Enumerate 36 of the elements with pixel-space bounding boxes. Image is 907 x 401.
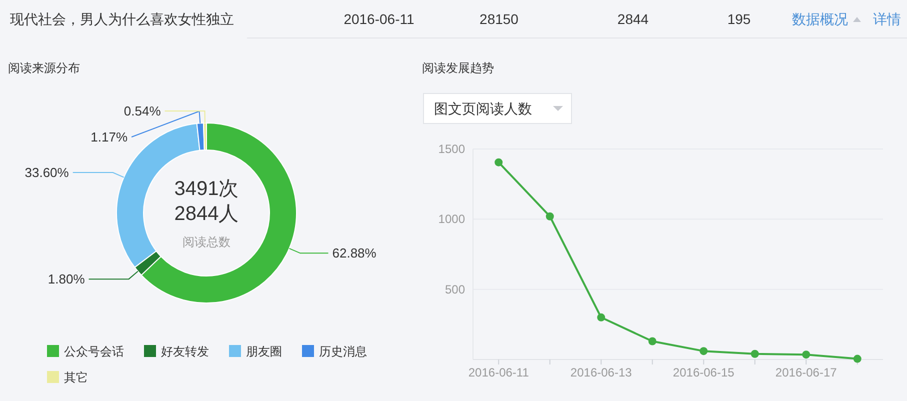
y-tick-label: 1000 (438, 212, 465, 226)
link: 数据概况 (792, 11, 848, 27)
legend-label: 历史消息 (319, 344, 367, 358)
legend-label: 好友转发 (161, 344, 209, 358)
y-tick-label: 500 (444, 282, 465, 296)
x-tick-label: 2016-06-13 (570, 366, 632, 380)
legend-item: 其它 (47, 370, 88, 384)
card-cell: 195 (727, 11, 751, 27)
dropdown: 图文页阅读人数 (423, 93, 572, 124)
x-tick-label: 2016-06-11 (468, 366, 529, 380)
center-text: 阅读总数 (182, 235, 230, 249)
x-tick-label: 2016-06-17 (775, 366, 837, 380)
chart-title: 阅读发展趋势 (422, 61, 494, 75)
link: 详情 (873, 11, 901, 27)
chart-title: 阅读来源分布 (8, 61, 80, 75)
legend-item: 公众号会话 (47, 344, 124, 358)
legend-label: 朋友圈 (246, 344, 282, 358)
card-title: 现代社会，男人为什么喜欢女性独立 (10, 11, 234, 27)
chart-subtitle: 图文页阅读人数 (434, 100, 532, 116)
legend-item: 好友转发 (144, 344, 209, 358)
data-label: 33.60% (24, 165, 69, 180)
x-tick-label: 2016-06-15 (672, 366, 734, 380)
card-cell: 2844 (617, 11, 649, 27)
card-cell: 28150 (480, 11, 518, 27)
legend-item: 朋友圈 (229, 344, 282, 358)
legend-label: 公众号会话 (64, 344, 124, 358)
data-label: 1.17% (90, 130, 128, 145)
y-tick-label: 1500 (438, 142, 465, 156)
center-text: 2844人 (174, 203, 239, 225)
center-text: 3491次 (174, 178, 239, 200)
data-label: 0.54% (124, 104, 161, 119)
card-cell: 2016-06-11 (344, 11, 414, 27)
legend-item: 历史消息 (302, 344, 367, 358)
data-label: 1.80% (48, 272, 85, 287)
legend-label: 其它 (64, 370, 88, 384)
data-label: 62.88% (332, 246, 376, 261)
